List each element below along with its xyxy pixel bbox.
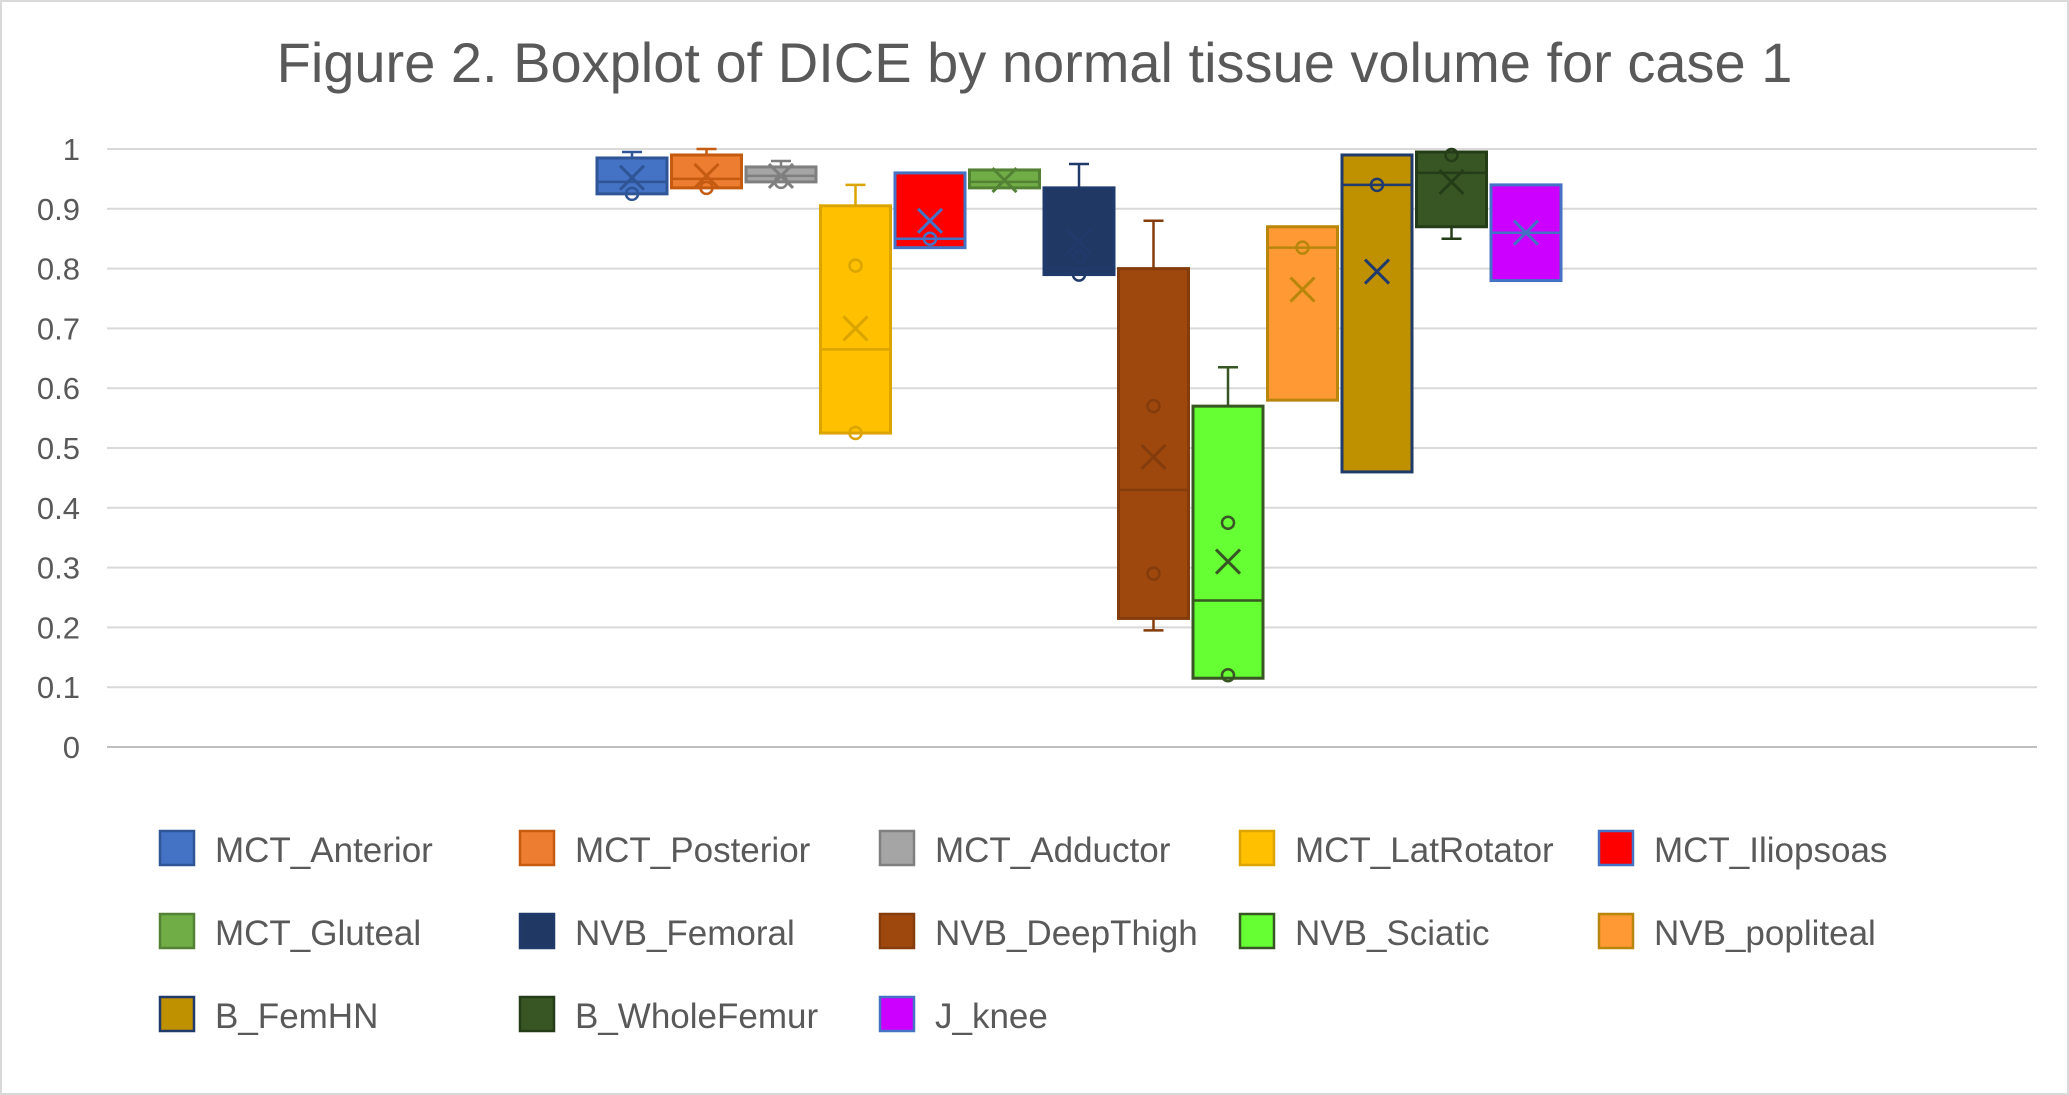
point-mct-latrotator [848,258,863,273]
point-nvb-popliteal [1295,240,1310,255]
box-nvb-popliteal [1266,225,1339,402]
y-tick-label: 0.7 [37,311,80,346]
legend-swatch-nvb-femoral [518,912,556,950]
point-b-wholefemur [1444,147,1459,163]
y-tick-label: 1 [63,132,80,167]
legend-label-b-femhn: B_FemHN [215,997,378,1036]
point-nvb-deepthigh [1146,398,1161,414]
point-nvb-deepthigh [1146,566,1161,581]
legend-swatch-b-femhn [158,995,196,1033]
y-tick-label: 0.8 [37,252,80,287]
y-tick-label: 0.4 [37,491,80,526]
chart-title: Figure 2. Boxplot of DICE by normal tiss… [276,31,1793,94]
point-mct-iliopsoas [922,231,938,246]
legend-label-mct-iliopsoas: MCT_Iliopsoas [1654,831,1887,870]
mean-marker-nvb-sciatic [1214,548,1242,575]
y-tick-label: 0.5 [37,431,80,466]
legend-swatch-nvb-deepthigh [878,912,916,950]
box-b-wholefemur [1415,150,1488,229]
mean-marker-mct-gluteal [991,167,1018,194]
mean-marker-j-knee [1512,219,1540,246]
mean-marker-mct-adductor [767,162,795,189]
mean-marker-b-femhn [1363,258,1391,285]
legend-label-nvb-popliteal: NVB_popliteal [1654,914,1876,953]
legend-swatch-mct-anterior [158,829,196,867]
legend-swatch-mct-posterior [518,829,556,867]
point-nvb-femoral [1071,267,1087,282]
legend-label-mct-adductor: MCT_Adductor [935,831,1171,870]
legend-swatch-b-wholefemur [518,995,556,1033]
point-mct-anterior [624,186,640,202]
box-nvb-deepthigh [1117,267,1190,620]
legend-swatch-mct-adductor [878,829,916,867]
point-nvb-femoral [1071,249,1087,264]
legend-swatch-nvb-sciatic [1238,912,1276,950]
legend-swatch-mct-gluteal [158,912,196,950]
mean-marker-mct-posterior [693,162,720,189]
legend-label-mct-posterior: MCT_Posterior [575,831,811,870]
box-nvb-femoral [1042,186,1116,277]
point-mct-latrotator [848,425,863,441]
legend-swatch-j-knee [878,995,916,1033]
y-tick-label: 0.2 [37,610,80,645]
y-tick-label: 0.6 [37,371,80,406]
legend-label-mct-latrotator: MCT_LatRotator [1295,831,1554,870]
legend-label-nvb-deepthigh: NVB_DeepThigh [935,914,1198,953]
mean-marker-nvb-deepthigh [1140,443,1167,471]
legend-label-b-wholefemur: B_WholeFemur [575,997,818,1036]
point-mct-posterior [699,180,714,196]
legend-label-mct-anterior: MCT_Anterior [215,831,433,870]
mean-marker-mct-iliopsoas [916,207,944,234]
legend-label-mct-gluteal: MCT_Gluteal [215,914,421,953]
y-tick-label: 0.1 [37,670,80,705]
legend-label-nvb-femoral: NVB_Femoral [575,914,795,953]
mean-marker-mct-anterior [618,164,646,191]
y-tick-label: 0.3 [37,551,80,586]
legend-swatch-mct-latrotator [1238,829,1276,867]
point-b-femhn [1369,177,1385,193]
legend-label-j-knee: J_knee [935,997,1048,1036]
mean-marker-nvb-popliteal [1289,276,1316,303]
mean-marker-mct-latrotator [842,315,869,342]
box-nvb-sciatic [1191,404,1265,680]
box-mct-latrotator [819,204,892,435]
mean-marker-b-wholefemur [1438,168,1465,195]
legend-swatch-nvb-popliteal [1597,912,1635,950]
box-b-femhn [1340,153,1414,474]
box-mct-iliopsoas [893,171,967,250]
mean-marker-nvb-femoral [1065,228,1093,255]
legend-label-nvb-sciatic: NVB_Sciatic [1295,914,1490,953]
y-tick-label: 0.9 [37,192,80,227]
point-nvb-sciatic [1220,667,1236,683]
y-tick-label: 0 [63,730,80,765]
legend-swatch-mct-iliopsoas [1597,829,1635,867]
point-nvb-sciatic [1220,515,1236,530]
